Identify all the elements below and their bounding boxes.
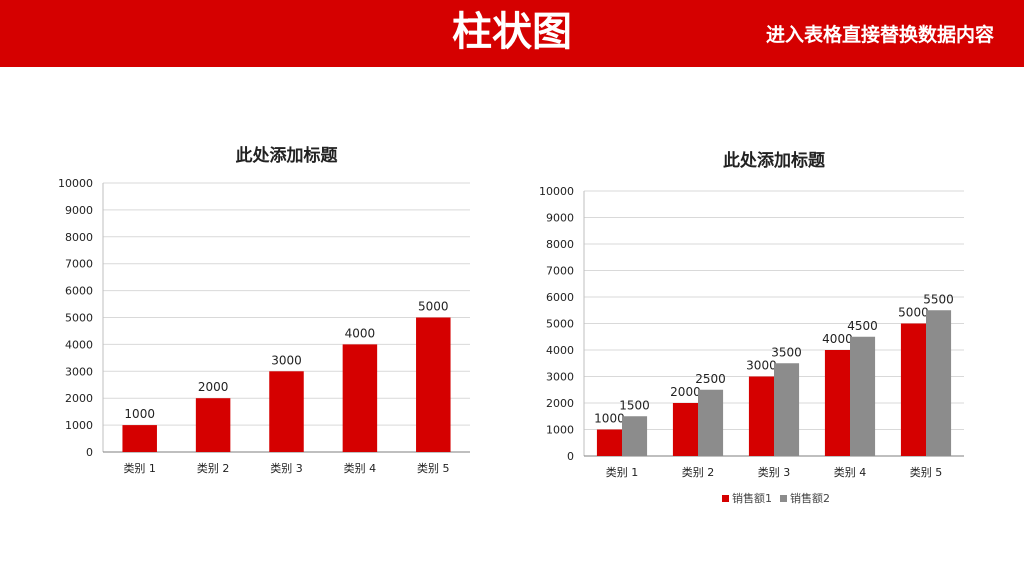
- data-label: 5000: [898, 306, 929, 320]
- y-tick-label: 0: [567, 450, 574, 463]
- page-subtitle: 进入表格直接替换数据内容: [765, 24, 994, 46]
- x-tick-label: 类别 5: [910, 465, 943, 479]
- data-label: 1000: [594, 412, 625, 426]
- x-tick-label: 类别 5: [417, 461, 450, 475]
- data-label: 4000: [345, 326, 376, 340]
- legend-label-2: 销售额2: [790, 491, 830, 505]
- chart-title: 此处添加标题: [723, 150, 826, 171]
- x-tick-label: 类别 2: [197, 461, 230, 475]
- bar-1: [416, 317, 451, 452]
- y-tick-label: 3000: [65, 365, 93, 378]
- y-tick-label: 1000: [546, 424, 574, 437]
- chart-title: 此处添加标题: [236, 145, 339, 166]
- bar-1: [672, 403, 698, 456]
- x-tick-label: 类别 1: [123, 461, 156, 475]
- data-label: 5000: [418, 300, 449, 314]
- bar-2: [774, 363, 800, 456]
- y-tick-label: 4000: [65, 338, 93, 351]
- data-label: 1500: [619, 398, 650, 412]
- y-tick-label: 8000: [65, 231, 93, 244]
- data-label: 1000: [124, 407, 155, 421]
- bar-1: [900, 323, 926, 456]
- header-banner: 柱状图 进入表格直接替换数据内容: [0, 0, 1024, 67]
- y-tick-label: 6000: [546, 291, 574, 304]
- x-tick-label: 类别 4: [834, 465, 867, 479]
- bar-1: [824, 350, 850, 456]
- bar-1: [122, 425, 157, 452]
- y-tick-label: 7000: [546, 265, 574, 278]
- bar-1: [342, 344, 378, 452]
- data-label: 5500: [923, 292, 954, 306]
- bar-2: [698, 389, 724, 456]
- bar-1: [748, 376, 774, 456]
- bar-2: [622, 416, 648, 456]
- data-label: 2000: [198, 380, 229, 394]
- data-label: 3000: [271, 353, 302, 367]
- y-tick-label: 7000: [65, 258, 93, 271]
- legend-swatch-2: [780, 495, 787, 502]
- x-tick-label: 类别 3: [758, 465, 791, 479]
- y-tick-label: 9000: [65, 204, 93, 217]
- y-tick-label: 5000: [65, 312, 93, 325]
- y-tick-label: 2000: [65, 392, 93, 405]
- data-label: 4500: [847, 319, 878, 333]
- x-tick-label: 类别 1: [606, 465, 639, 479]
- data-label: 3000: [746, 359, 777, 373]
- data-label: 2500: [695, 372, 726, 386]
- y-tick-label: 0: [86, 446, 93, 459]
- y-tick-label: 4000: [546, 344, 574, 357]
- x-tick-label: 类别 2: [682, 465, 715, 479]
- bar-1: [269, 371, 304, 452]
- legend-label-1: 销售额1: [732, 491, 772, 505]
- bar-2: [926, 310, 952, 456]
- y-tick-label: 2000: [546, 397, 574, 410]
- x-tick-label: 类别 3: [270, 461, 303, 475]
- y-tick-label: 8000: [546, 238, 574, 251]
- bar-1: [195, 398, 231, 452]
- page-title: 柱状图: [452, 9, 572, 55]
- y-tick-label: 5000: [546, 318, 574, 331]
- y-tick-label: 10000: [539, 185, 574, 198]
- y-tick-label: 6000: [65, 285, 93, 298]
- data-label: 2000: [670, 385, 701, 399]
- y-tick-label: 9000: [546, 212, 574, 225]
- y-tick-label: 10000: [58, 177, 93, 190]
- data-label: 3500: [771, 345, 802, 359]
- legend-swatch-1: [722, 495, 729, 502]
- y-tick-label: 1000: [65, 419, 93, 432]
- x-tick-label: 类别 4: [344, 461, 377, 475]
- data-label: 4000: [822, 332, 853, 346]
- y-tick-label: 3000: [546, 371, 574, 384]
- bar-2: [850, 336, 876, 456]
- bar-1: [596, 429, 622, 456]
